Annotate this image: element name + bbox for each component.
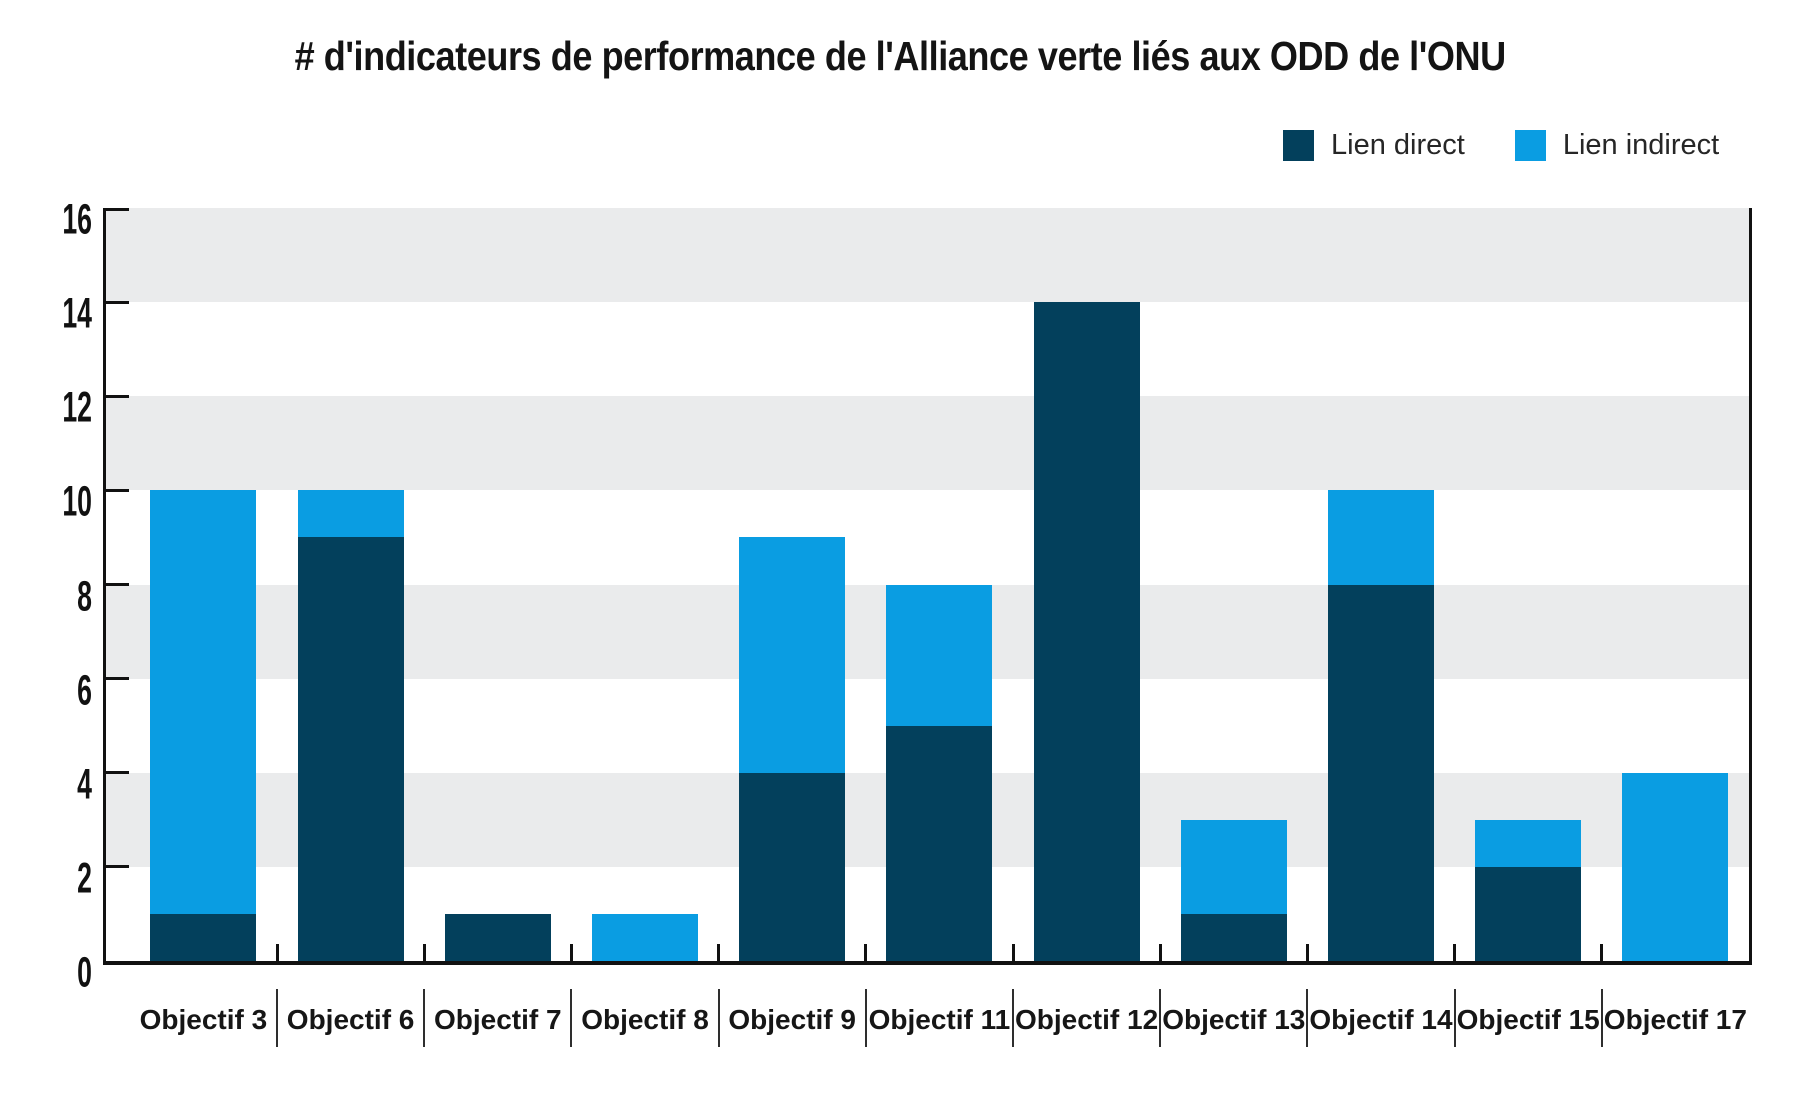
chart-title-text: # d'indicateurs de performance de l'Alli… (294, 33, 1506, 79)
x-axis-label-separator (570, 989, 573, 1047)
plot-area (103, 208, 1752, 965)
bar-segment-direct-objectif-12 (1033, 302, 1140, 961)
x-axis-label-objectif-17: Objectif 17 (1603, 1004, 1747, 1035)
x-axis-label-objectif-14: Objectif 14 (1309, 1004, 1453, 1035)
y-axis-tick-label: 8 (77, 572, 92, 620)
x-axis-label-separator (1453, 989, 1456, 1047)
bar-segment-indirect-objectif-9 (739, 537, 846, 773)
x-axis-label-separator (1012, 989, 1014, 1047)
bar-segment-indirect-objectif-8 (592, 913, 698, 961)
bar-segment-indirect-objectif-6 (297, 490, 404, 538)
y-axis-tick (106, 771, 129, 775)
x-axis-label-objectif-15: Objectif 15 (1456, 1004, 1600, 1035)
bar-segment-indirect-objectif-15 (1475, 819, 1582, 867)
x-axis-label-separator (1306, 989, 1309, 1047)
gridline-band (106, 396, 1749, 491)
bar-segment-direct-objectif-9 (739, 772, 846, 961)
legend-item-indirect: Lien indirect (1514, 129, 1720, 162)
bar-segment-direct-objectif-14 (1328, 584, 1434, 961)
legend-label-direct: Lien direct (1331, 129, 1465, 161)
x-axis-tick (422, 944, 426, 961)
bar-segment-direct-objectif-13 (1180, 913, 1287, 961)
x-axis-tick (569, 944, 573, 961)
x-axis-label-separator (1159, 989, 1162, 1047)
x-axis-tick (1600, 944, 1604, 961)
x-axis-tick (717, 944, 721, 961)
x-axis-tick (1305, 944, 1309, 961)
x-axis-label-objectif-13: Objectif 13 (1162, 1004, 1306, 1035)
x-axis-label-objectif-9: Objectif 9 (728, 1004, 856, 1035)
bar-segment-direct-objectif-6 (297, 537, 404, 961)
x-axis-label-separator (1600, 989, 1603, 1047)
bar-segment-direct-objectif-7 (444, 913, 551, 961)
bar-segment-indirect-objectif-17 (1622, 772, 1729, 961)
y-axis-tick-label: 2 (77, 854, 92, 903)
y-axis-tick (106, 208, 129, 211)
legend-swatch-indirect-icon (1514, 130, 1546, 161)
x-axis-tick (864, 944, 868, 961)
y-axis-tick-label: 6 (77, 666, 92, 715)
x-axis-label-separator (276, 989, 278, 1047)
x-axis-label-objectif-3: Objectif 3 (139, 1004, 268, 1035)
bar-segment-direct-objectif-15 (1475, 866, 1582, 961)
bar-segment-indirect-objectif-14 (1328, 490, 1434, 585)
y-axis-tick (106, 583, 129, 586)
bar-segment-direct-objectif-3 (150, 913, 257, 961)
legend-swatch-direct-icon (1283, 130, 1314, 161)
chart-title: # d'indicateurs de performance de l'Alli… (0, 33, 1800, 80)
x-axis-label-objectif-12: Objectif 12 (1015, 1004, 1159, 1035)
y-axis-tick (106, 394, 129, 398)
x-axis-tick (1011, 944, 1015, 961)
y-axis-tick-label: 4 (77, 760, 92, 809)
y-axis-tick-label: 12 (62, 383, 92, 432)
y-axis-tick (106, 677, 129, 681)
y-axis-tick-label: 10 (62, 477, 92, 526)
x-axis-label-objectif-7: Objectif 7 (433, 1004, 562, 1035)
x-axis-label-separator (423, 989, 426, 1047)
y-axis-tick-label: 14 (62, 289, 92, 338)
x-axis-tick (1158, 944, 1162, 961)
x-axis-label-objectif-6: Objectif 6 (286, 1004, 415, 1035)
x-axis-label-separator (717, 989, 720, 1047)
y-axis-tick (106, 865, 129, 869)
legend-label-indirect: Lien indirect (1562, 129, 1720, 161)
y-axis-tick (106, 488, 129, 492)
y-axis-tick (106, 300, 129, 304)
x-axis-label-objectif-11: Objectif 11 (868, 1004, 1011, 1035)
bar-segment-indirect-objectif-13 (1180, 819, 1287, 914)
gridline-band (106, 208, 1749, 303)
bar-segment-direct-objectif-11 (886, 725, 993, 961)
bar-segment-indirect-objectif-3 (150, 490, 257, 914)
y-axis-tick-label: 16 (62, 195, 92, 244)
y-axis-tick-label: 0 (77, 948, 92, 997)
bar-segment-indirect-objectif-11 (886, 584, 993, 726)
x-axis-tick (275, 944, 279, 961)
x-axis-tick (1453, 944, 1457, 961)
x-axis-label-objectif-8: Objectif 8 (581, 1004, 709, 1035)
legend-item-direct: Lien direct (1283, 129, 1465, 162)
legend: Lien direct Lien indirect (1283, 129, 1719, 162)
x-axis-label-separator (864, 989, 867, 1047)
